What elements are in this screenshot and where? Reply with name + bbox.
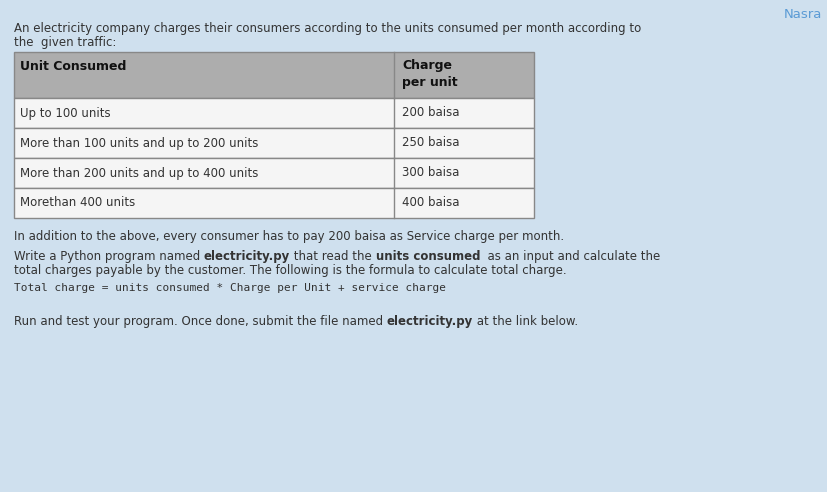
Text: In addition to the above, every consumer has to pay 200 baisa as Service charge : In addition to the above, every consumer… <box>14 230 563 243</box>
Text: 400 baisa: 400 baisa <box>402 196 459 210</box>
Text: Morethan 400 units: Morethan 400 units <box>20 196 135 210</box>
Bar <box>14 128 533 158</box>
Text: units consumed: units consumed <box>375 250 480 263</box>
Text: electricity.py: electricity.py <box>203 250 290 263</box>
Text: More than 100 units and up to 200 units: More than 100 units and up to 200 units <box>20 136 258 150</box>
Text: electricity.py: electricity.py <box>386 315 472 328</box>
Text: that read the: that read the <box>290 250 375 263</box>
Text: Charge
per unit: Charge per unit <box>402 59 457 89</box>
Text: 200 baisa: 200 baisa <box>402 106 459 120</box>
Text: Write a Python program named: Write a Python program named <box>14 250 203 263</box>
Text: as an input and calculate the: as an input and calculate the <box>480 250 660 263</box>
Bar <box>14 158 533 188</box>
Text: at the link below.: at the link below. <box>472 315 577 328</box>
Text: 250 baisa: 250 baisa <box>402 136 459 150</box>
Text: the  given traffic:: the given traffic: <box>14 36 117 49</box>
Text: 300 baisa: 300 baisa <box>402 166 459 180</box>
Text: total charges payable by the customer. The following is the formula to calculate: total charges payable by the customer. T… <box>14 264 566 277</box>
Text: An electricity company charges their consumers according to the units consumed p: An electricity company charges their con… <box>14 22 640 35</box>
Text: Total charge = units consumed * Charge per Unit + service charge: Total charge = units consumed * Charge p… <box>14 283 446 293</box>
Bar <box>14 98 533 128</box>
Text: Run and test your program. Once done, submit the file named: Run and test your program. Once done, su… <box>14 315 386 328</box>
Text: Nasra: Nasra <box>782 8 821 21</box>
Text: More than 200 units and up to 400 units: More than 200 units and up to 400 units <box>20 166 258 180</box>
Bar <box>14 52 533 98</box>
Bar <box>14 188 533 218</box>
Text: Unit Consumed: Unit Consumed <box>20 60 127 73</box>
Text: Up to 100 units: Up to 100 units <box>20 106 111 120</box>
